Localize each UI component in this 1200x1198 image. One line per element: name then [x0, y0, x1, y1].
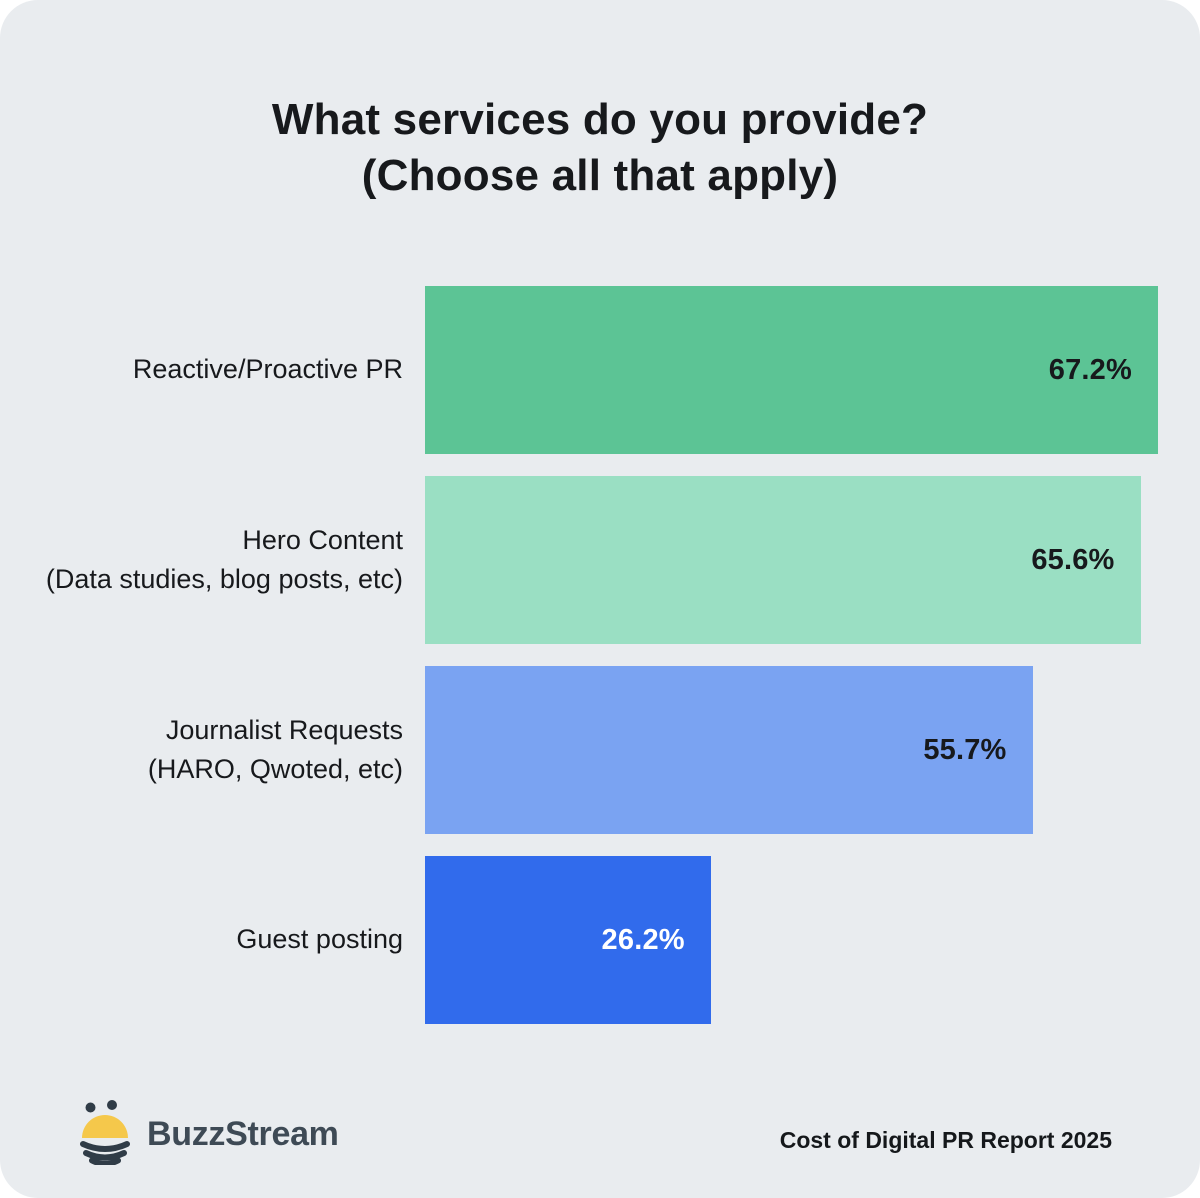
bee-icon — [78, 1099, 132, 1170]
bar-category-label: Reactive/Proactive PR — [0, 286, 425, 454]
category-main-label: Journalist Requests — [165, 714, 403, 745]
category-sub-label: (HARO, Qwoted, etc) — [147, 754, 403, 784]
chart-row: Guest posting 26.2% — [0, 856, 1158, 1024]
chart-row: Journalist Requests (HARO, Qwoted, etc) … — [0, 666, 1158, 834]
bar-value-label: 26.2% — [601, 923, 685, 956]
bar: 26.2% — [425, 856, 711, 1024]
bar: 67.2% — [425, 286, 1158, 454]
bar-value-label: 55.7% — [923, 733, 1007, 766]
source-caption: Cost of Digital PR Report 2025 — [779, 1127, 1112, 1153]
bar-track: 55.7% — [425, 666, 1158, 834]
category-main-label: Hero Content — [242, 524, 403, 555]
chart-row: Reactive/Proactive PR 67.2% — [0, 286, 1158, 454]
brand-lockup: BuzzStream — [78, 1099, 339, 1170]
category-main-label: Guest posting — [236, 924, 403, 955]
title-line-2: (Choose all that apply) — [361, 151, 839, 201]
title-line-1: What services do you provide? — [271, 95, 929, 144]
bar-track: 65.6% — [425, 476, 1158, 644]
bar-value-label: 65.6% — [1031, 543, 1115, 576]
brand-name: BuzzStream — [147, 1115, 339, 1153]
category-main-label: Reactive/Proactive PR — [132, 354, 403, 385]
bar: 65.6% — [425, 476, 1141, 644]
bar-track: 67.2% — [425, 286, 1158, 454]
bar: 55.7% — [425, 666, 1033, 834]
page-title: What services do you provide? (Choose al… — [0, 92, 1200, 205]
bar-chart: Reactive/Proactive PR 67.2% Hero Content… — [0, 286, 1158, 1046]
bar-value-label: 67.2% — [1048, 353, 1132, 386]
chart-row: Hero Content (Data studies, blog posts, … — [0, 476, 1158, 644]
bar-category-label: Journalist Requests (HARO, Qwoted, etc) — [0, 666, 425, 834]
bar-category-label: Guest posting — [0, 856, 425, 1024]
category-sub-label: (Data studies, blog posts, etc) — [45, 564, 403, 594]
bar-track: 26.2% — [425, 856, 1158, 1024]
bar-category-label: Hero Content (Data studies, blog posts, … — [0, 476, 425, 644]
